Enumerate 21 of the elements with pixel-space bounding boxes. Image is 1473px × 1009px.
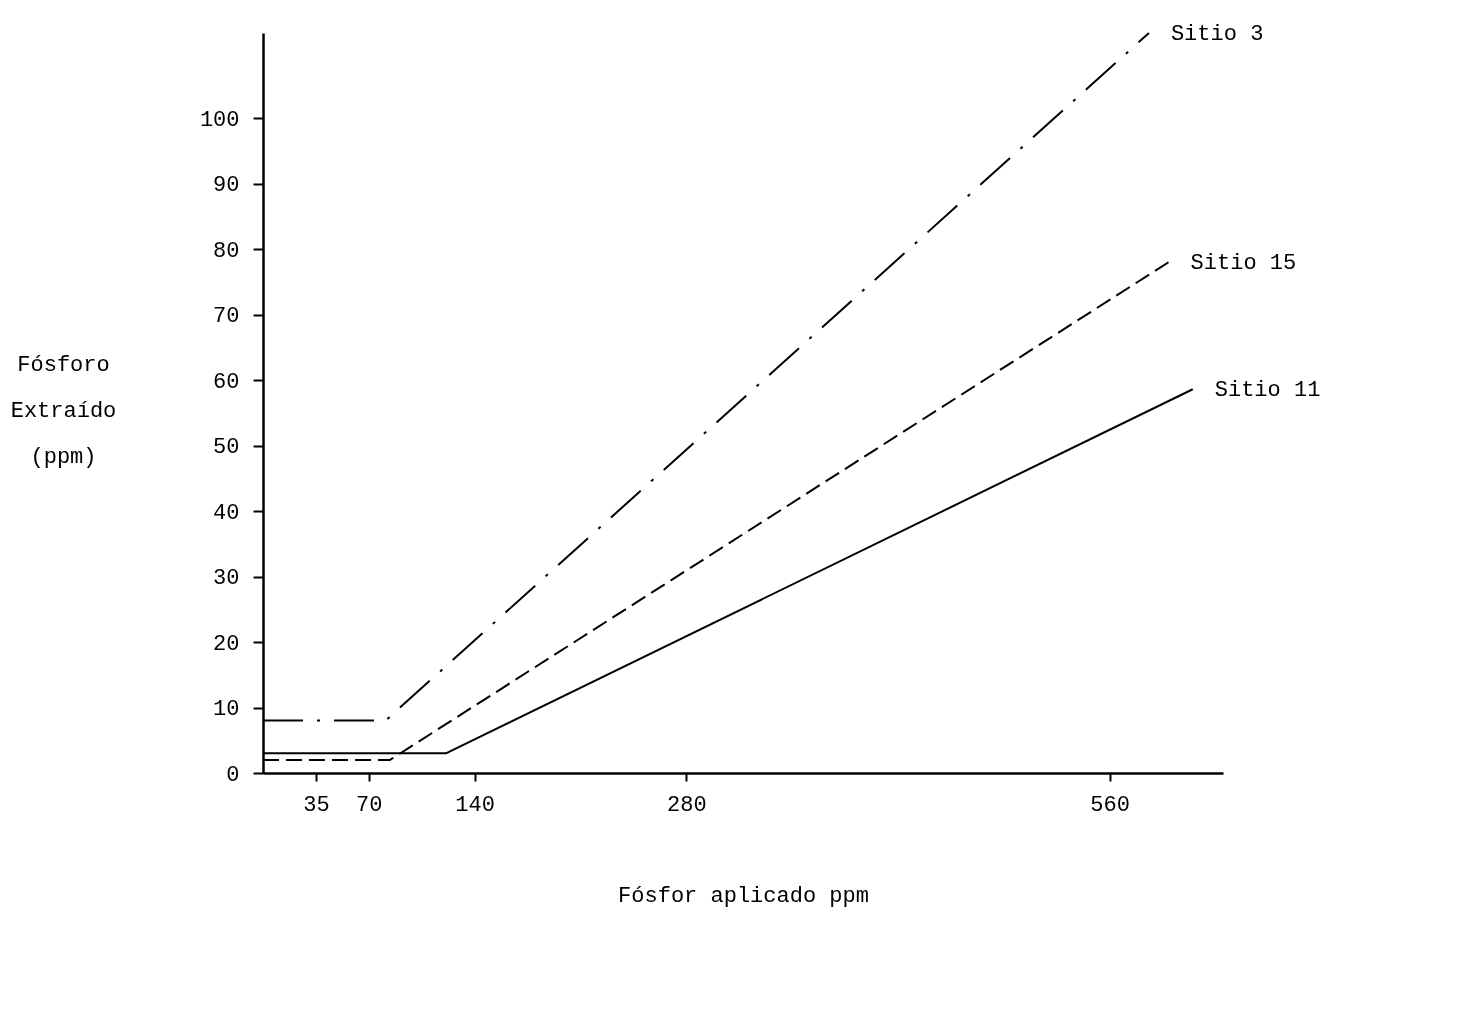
y-tick-label: 60 xyxy=(213,369,240,395)
y-tick-label: 100 xyxy=(199,107,240,133)
series-label: Sitio 15 xyxy=(1190,251,1297,277)
y-axis-title: Fósforo Extraído (ppm) xyxy=(10,352,117,470)
y-tick-label: 0 xyxy=(226,762,240,788)
y-tick-label: 50 xyxy=(213,435,240,461)
x-tick-label: 70 xyxy=(356,792,383,818)
series-label: Sitio 11 xyxy=(1214,378,1321,404)
y-tick-label: 10 xyxy=(213,697,240,723)
series-label: Sitio 3 xyxy=(1170,22,1264,47)
y-tick-label: 80 xyxy=(213,238,240,264)
x-tick-label: 35 xyxy=(303,792,330,818)
x-tick-label: 280 xyxy=(667,792,707,818)
y-tick-label: 20 xyxy=(213,631,240,657)
x-axis-title: Fósfor aplicado ppm xyxy=(618,883,869,909)
x-tick-label: 560 xyxy=(1090,792,1130,818)
y-tick-label: 70 xyxy=(213,304,240,330)
y-tick-label: 90 xyxy=(213,173,240,199)
y-tick-label: 40 xyxy=(213,500,240,526)
x-tick-label: 140 xyxy=(455,792,495,818)
y-tick-label: 30 xyxy=(213,566,240,592)
